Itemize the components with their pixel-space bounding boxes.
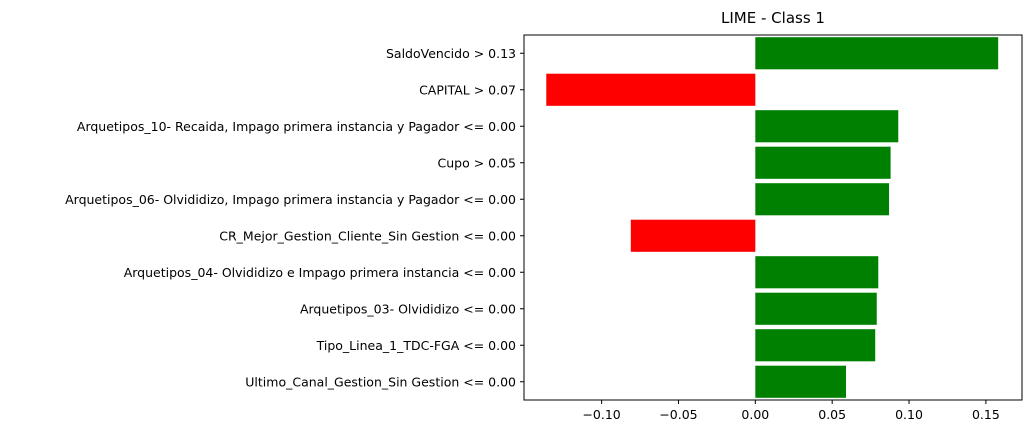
y-tick-label: CR_Mejor_Gestion_Cliente_Sin Gestion <= … — [219, 228, 516, 243]
y-tick-label: CAPITAL > 0.07 — [419, 82, 516, 97]
y-tick-label: Ultimo_Canal_Gestion_Sin Gestion <= 0.00 — [245, 374, 516, 389]
bar-9 — [755, 329, 876, 362]
x-tick-label: 0.00 — [741, 407, 769, 422]
axes-layer — [523, 34, 1023, 401]
bar-2 — [546, 73, 756, 106]
bar-5 — [755, 183, 890, 216]
bar-3 — [755, 110, 899, 143]
bar-4 — [755, 146, 891, 179]
x-tick-label: 0.05 — [818, 407, 846, 422]
y-tick-label: Arquetipos_10- Recaida, Impago primera i… — [77, 119, 516, 134]
bar-8 — [755, 292, 877, 325]
bar-7 — [755, 256, 879, 289]
y-tick-label: Arquetipos_04- Olvididizo e Impago prime… — [124, 265, 516, 280]
x-tick-label: 0.10 — [895, 407, 923, 422]
bar-1 — [755, 37, 999, 70]
y-ticks-layer: SaldoVencido > 0.13 CAPITAL > 0.07 Arqueti… — [65, 46, 524, 389]
y-tick-label: Arquetipos_03- Olvididizo <= 0.00 — [300, 301, 516, 316]
x-tick-label: −0.05 — [659, 407, 697, 422]
x-ticks-layer: −0.10 −0.05 0.00 0.05 0.10 0.15 — [582, 400, 1000, 422]
axes-frame — [523, 34, 1023, 401]
y-tick-label: SaldoVencido > 0.13 — [386, 46, 516, 61]
y-tick-label: Cupo > 0.05 — [438, 155, 517, 170]
bars-layer — [546, 37, 999, 398]
x-tick-label: −0.10 — [582, 407, 620, 422]
chart-title: LIME - Class 1 — [721, 9, 825, 27]
bar-6 — [630, 219, 756, 252]
x-tick-label: 0.15 — [972, 407, 1000, 422]
bar-10 — [755, 365, 847, 398]
y-tick-label: Arquetipos_06- Olvididizo, Impago primer… — [65, 192, 516, 207]
y-tick-label: Tipo_Linea_1_TDC-FGA <= 0.00 — [316, 338, 516, 353]
